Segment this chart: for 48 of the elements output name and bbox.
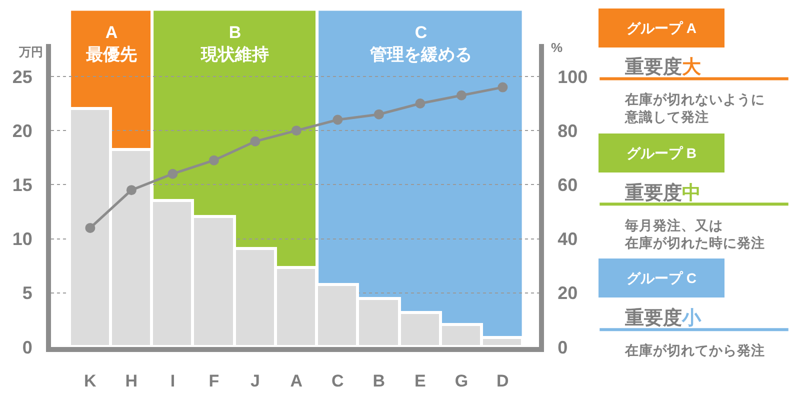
point	[415, 98, 426, 109]
x-tick-label: H	[125, 371, 138, 390]
text: 毎月発注、又は在庫が切れた時に発注	[624, 217, 765, 251]
x-tick-label: C	[332, 371, 344, 390]
y-tick-label: 5	[22, 283, 32, 304]
text: 重要度小	[624, 307, 702, 329]
y-tick-label: 0	[22, 337, 32, 358]
text: グループ B	[626, 145, 696, 161]
x-tick-label: G	[454, 371, 468, 390]
x-tick-label: I	[170, 371, 176, 390]
point	[374, 109, 384, 120]
y2-tick-label: 40	[558, 229, 578, 250]
point	[332, 114, 343, 125]
point	[250, 136, 260, 146]
x-tick-label: A	[290, 371, 303, 390]
y-tick-label: 10	[12, 229, 32, 250]
x-tick-label: K	[84, 371, 98, 390]
y-tick-label: 20	[12, 120, 32, 141]
band-label: B 現状維持	[200, 23, 269, 64]
x-tick-label: J	[250, 371, 260, 390]
point	[498, 82, 508, 92]
point	[126, 185, 136, 196]
point	[85, 222, 96, 233]
y-tick-label: 15	[12, 174, 32, 195]
y2-tick-label: 20	[558, 283, 578, 304]
text: 在庫が切れてから発注	[624, 342, 765, 358]
y2-tick-label: 80	[558, 120, 578, 141]
y2-tick-label: 60	[558, 174, 578, 195]
point	[208, 155, 219, 166]
y2-axis-title: %	[551, 40, 563, 55]
text: グループ A	[626, 20, 696, 36]
x-tick-label: F	[208, 371, 220, 390]
x-tick-label: D	[496, 371, 509, 390]
x-tick-label: B	[372, 371, 386, 390]
text: 重要度大	[624, 56, 702, 78]
text: グループ C	[626, 270, 696, 286]
point	[456, 90, 466, 100]
band-label: A 最優先	[85, 23, 137, 64]
band-label: C 管理を緩める	[369, 23, 472, 64]
point	[291, 126, 302, 136]
text: 重要度中	[624, 182, 701, 204]
y2-tick-label: 0	[558, 337, 568, 358]
y-tick-label: 25	[12, 66, 32, 87]
x-tick-label: E	[414, 371, 426, 390]
text: 在庫が切れないように意識して発注	[624, 91, 765, 125]
point	[168, 168, 178, 179]
y2-tick-label: 100	[558, 66, 588, 87]
y-axis-title: 万円	[18, 45, 43, 59]
